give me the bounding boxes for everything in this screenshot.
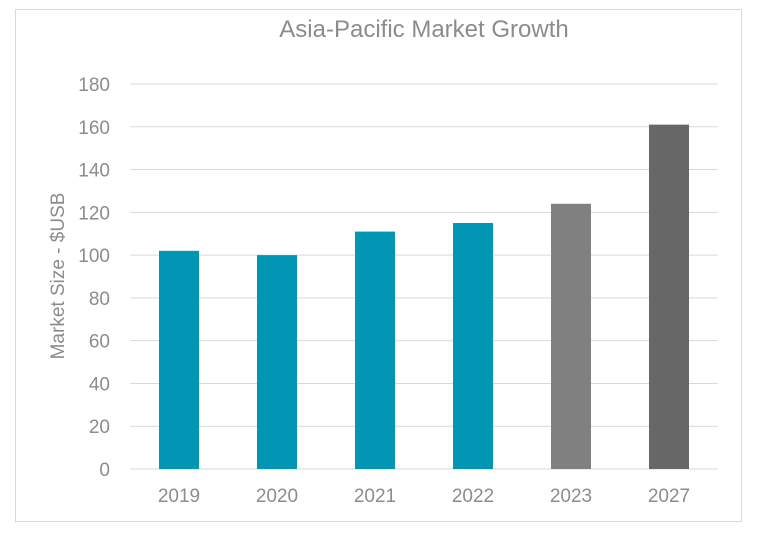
bars	[159, 124, 689, 469]
y-tick-label: 100	[78, 246, 110, 267]
bar-2027	[649, 124, 689, 469]
bar-2019	[159, 250, 199, 469]
gridlines	[130, 83, 718, 470]
y-tick-label: 40	[89, 374, 110, 395]
y-axis-ticks: 0 20 40 60 80 100 120 140 160 180	[78, 75, 110, 481]
x-tick-label-2021: 2021	[354, 486, 396, 507]
bar-2020	[257, 255, 297, 469]
y-tick-label: 120	[78, 203, 110, 224]
y-tick-label: 180	[78, 75, 110, 96]
y-tick-label: 60	[89, 332, 110, 353]
x-tick-label-2023: 2023	[550, 486, 592, 507]
y-tick-label: 0	[99, 460, 110, 481]
y-axis-label: Market Size - $USB	[48, 193, 69, 360]
bar-2023	[551, 203, 591, 469]
bar-2022	[453, 223, 493, 469]
y-tick-label: 140	[78, 161, 110, 182]
y-tick-label: 20	[89, 417, 110, 438]
bar-2021	[355, 231, 395, 469]
x-tick-label-2020: 2020	[256, 486, 298, 507]
y-tick-label: 160	[78, 118, 110, 139]
y-tick-label: 80	[89, 289, 110, 310]
x-tick-label-2022: 2022	[452, 486, 494, 507]
x-axis-ticks: 2019 2020 2021 2022 2023 2027	[158, 486, 690, 507]
x-tick-label-2027: 2027	[648, 486, 690, 507]
x-tick-label-2019: 2019	[158, 486, 200, 507]
chart-title: Asia-Pacific Market Growth	[279, 16, 568, 43]
